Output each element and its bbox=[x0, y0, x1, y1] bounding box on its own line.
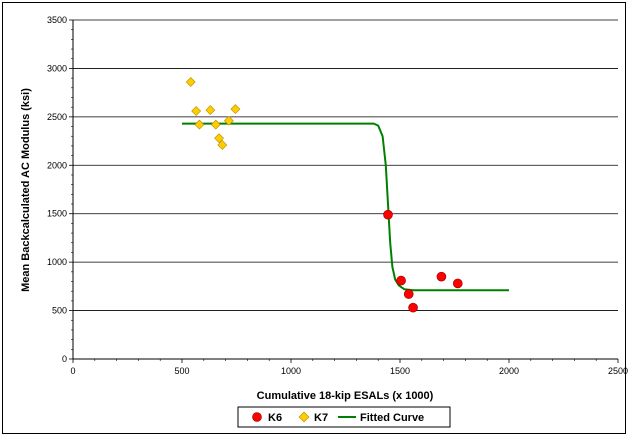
y-tick-label: 1500 bbox=[47, 209, 67, 219]
x-tick-label: 2500 bbox=[608, 366, 628, 376]
axes bbox=[69, 19, 619, 363]
x-tick-label: 2000 bbox=[499, 366, 519, 376]
y-tick-label: 1000 bbox=[47, 257, 67, 267]
fitted-curve-series bbox=[182, 122, 509, 292]
y-tick-label: 2500 bbox=[47, 112, 67, 122]
x-axis-title: Cumulative 18-kip ESALs (x 1000) bbox=[257, 390, 434, 402]
k6-point bbox=[408, 302, 418, 313]
x-tick-label: 1500 bbox=[390, 366, 410, 376]
k6-point bbox=[436, 271, 447, 282]
k7-point bbox=[205, 105, 216, 116]
k7-point bbox=[217, 140, 228, 150]
y-tick-label: 3500 bbox=[47, 15, 67, 25]
legend-marker-k7 bbox=[298, 411, 310, 423]
data-points bbox=[185, 77, 463, 313]
x-tick-label: 1000 bbox=[281, 366, 301, 376]
y-tick-labels: 0 500 1000 1500 2000 2500 3000 3500 bbox=[47, 15, 67, 364]
x-tick-label: 0 bbox=[70, 366, 75, 376]
legend-label-k7: K7 bbox=[314, 412, 328, 424]
gridlines bbox=[73, 19, 618, 311]
k7-point bbox=[194, 119, 205, 130]
legend: K6 K7 Fitted Curve bbox=[237, 406, 451, 428]
k7-point bbox=[210, 119, 221, 130]
x-tick-labels: 0 500 1000 1500 2000 2500 bbox=[70, 366, 628, 376]
k7-point bbox=[230, 104, 241, 115]
y-tick-label: 2000 bbox=[47, 160, 67, 170]
k6-point bbox=[452, 278, 463, 289]
fitted-curve-line bbox=[182, 122, 509, 292]
legend-label-fitted-curve: Fitted Curve bbox=[360, 412, 424, 424]
y-tick-label: 3000 bbox=[47, 63, 67, 73]
k7-point bbox=[185, 77, 196, 87]
k6-point bbox=[403, 289, 414, 299]
k6-point bbox=[383, 209, 393, 220]
plot-area bbox=[73, 20, 618, 359]
legend-label-k6: K6 bbox=[268, 412, 282, 424]
k7-point bbox=[223, 115, 234, 126]
x-tick-label: 500 bbox=[174, 366, 189, 376]
k6-point bbox=[396, 275, 406, 286]
k7-point bbox=[214, 133, 224, 144]
y-tick-label: 0 bbox=[62, 354, 67, 364]
k7-point bbox=[191, 106, 202, 116]
y-axis-title: Mean Backcalculated AC Modulus (ksi) bbox=[20, 88, 32, 292]
legend-marker-k6 bbox=[252, 412, 262, 422]
y-tick-label: 500 bbox=[52, 306, 67, 316]
